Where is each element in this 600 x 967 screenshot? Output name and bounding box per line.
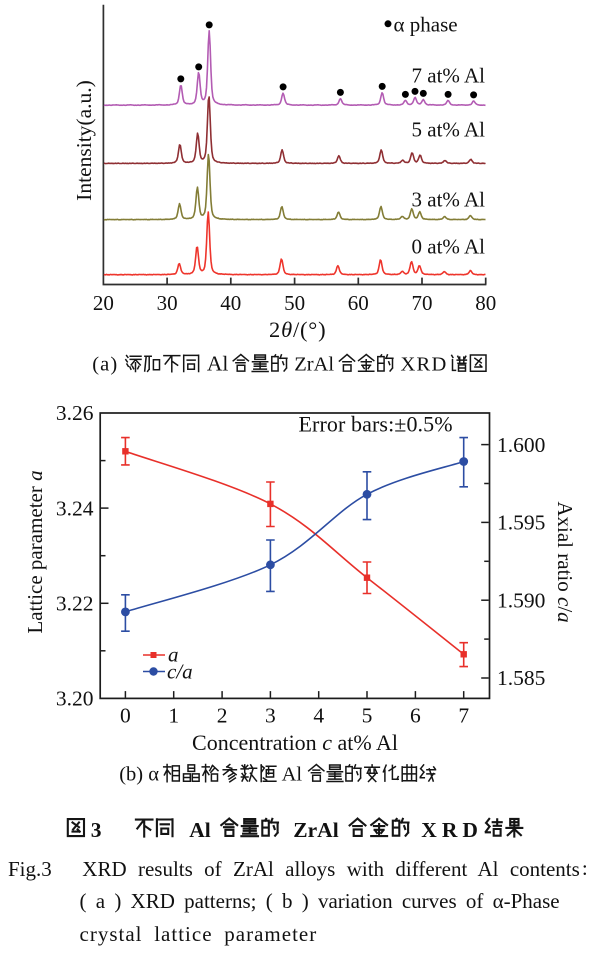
svg-text:5 at% Al: 5 at% Al bbox=[412, 118, 486, 142]
svg-text:3: 3 bbox=[91, 818, 102, 842]
svg-text:7: 7 bbox=[458, 704, 469, 728]
svg-text:Error bars:±0.5%: Error bars:±0.5% bbox=[299, 412, 453, 437]
svg-text:Al: Al bbox=[207, 352, 229, 376]
svg-text:crystal lattice parameter: crystal lattice parameter bbox=[80, 922, 318, 946]
svg-text:3 at% Al: 3 at% Al bbox=[412, 188, 486, 212]
svg-text:3.26: 3.26 bbox=[56, 401, 94, 425]
svg-text:(b) α: (b) α bbox=[119, 764, 159, 786]
svg-text:3.24: 3.24 bbox=[56, 496, 94, 520]
svg-text:α phase: α phase bbox=[394, 13, 458, 37]
svg-text:2θ/(°): 2θ/(°) bbox=[269, 317, 326, 342]
svg-text:60: 60 bbox=[348, 291, 369, 315]
svg-text:XRD results of ZrAl alloys wit: XRD results of ZrAl alloys with differen… bbox=[82, 856, 587, 881]
svg-text:5: 5 bbox=[362, 704, 373, 728]
svg-text:70: 70 bbox=[412, 291, 433, 315]
svg-text:Al: Al bbox=[282, 764, 303, 786]
svg-text:Intensity(a.u.): Intensity(a.u.) bbox=[72, 80, 96, 201]
svg-text:30: 30 bbox=[157, 291, 178, 315]
svg-text:Concentration c at% Al: Concentration c at% Al bbox=[192, 730, 398, 755]
svg-text:6: 6 bbox=[410, 704, 421, 728]
svg-text:7 at% Al: 7 at% Al bbox=[412, 64, 486, 88]
svg-text:1.590: 1.590 bbox=[497, 588, 545, 612]
svg-text:2: 2 bbox=[217, 704, 228, 728]
svg-text:0 at% Al: 0 at% Al bbox=[412, 235, 486, 259]
svg-text:a: a bbox=[168, 643, 179, 667]
svg-text:Al: Al bbox=[189, 818, 211, 842]
svg-text:Lattice parameter a: Lattice parameter a bbox=[23, 470, 47, 633]
svg-text:ZrAl: ZrAl bbox=[293, 818, 338, 842]
svg-text:( a ) XRD patterns; ( b ) vari: ( a ) XRD patterns; ( b ) variation curv… bbox=[80, 889, 560, 913]
svg-text:1.595: 1.595 bbox=[497, 511, 545, 535]
svg-text:1: 1 bbox=[168, 704, 179, 728]
svg-text:1.600: 1.600 bbox=[497, 433, 545, 457]
svg-text:Fig.3: Fig.3 bbox=[8, 857, 52, 881]
svg-text:50: 50 bbox=[284, 291, 305, 315]
svg-text:20: 20 bbox=[93, 291, 114, 315]
svg-text:3.20: 3.20 bbox=[56, 687, 94, 711]
svg-text:Axial ratio c/a: Axial ratio c/a bbox=[553, 501, 577, 622]
svg-text:XRD: XRD bbox=[421, 818, 483, 842]
svg-text:80: 80 bbox=[475, 291, 496, 315]
svg-text:3.22: 3.22 bbox=[56, 592, 94, 616]
svg-text:XRD: XRD bbox=[401, 354, 448, 376]
svg-text:1.585: 1.585 bbox=[497, 666, 545, 690]
svg-text:ZrAl: ZrAl bbox=[294, 354, 334, 376]
svg-text:(a): (a) bbox=[92, 354, 118, 376]
svg-text:40: 40 bbox=[220, 291, 241, 315]
svg-text:4: 4 bbox=[313, 704, 324, 728]
svg-text:3: 3 bbox=[265, 704, 276, 728]
svg-text:0: 0 bbox=[120, 704, 131, 728]
svg-text:c/a: c/a bbox=[167, 660, 193, 684]
